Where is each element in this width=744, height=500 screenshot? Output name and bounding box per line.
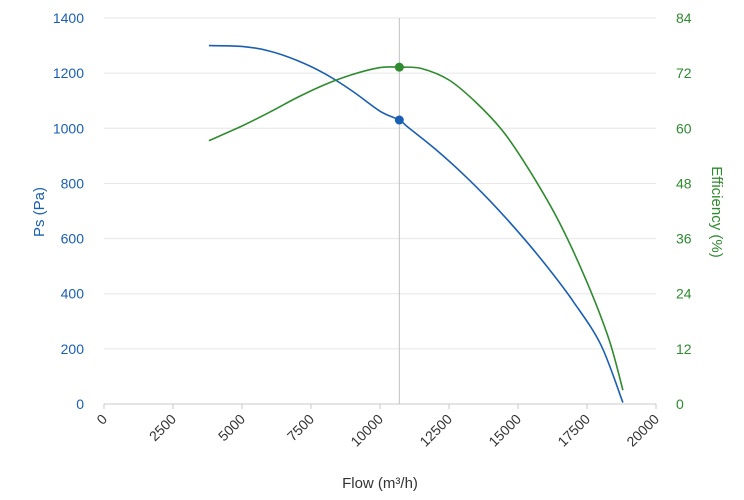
x-tick-label: 0 bbox=[93, 411, 110, 428]
left-axis-title: Ps (Pa) bbox=[31, 187, 48, 237]
right-tick-label: 60 bbox=[676, 120, 692, 136]
pressure-operating-point bbox=[394, 115, 404, 125]
x-tick-label: 7500 bbox=[284, 411, 317, 444]
right-axis-title: Efficiency (%) bbox=[708, 166, 725, 257]
left-tick-label: 800 bbox=[61, 175, 85, 191]
right-tick-label: 84 bbox=[676, 10, 692, 26]
x-axis-ticks: 0 2500 5000 7500 10000 12500 15000 17500 20000 bbox=[93, 411, 662, 450]
left-tick-label: 1000 bbox=[53, 120, 84, 136]
right-tick-label: 24 bbox=[676, 286, 692, 302]
x-tick-label: 20000 bbox=[623, 411, 662, 450]
x-tick-label: 17500 bbox=[554, 411, 593, 450]
right-tick-label: 48 bbox=[676, 175, 692, 191]
efficiency-operating-point bbox=[394, 62, 404, 72]
operating-point-markers bbox=[394, 62, 404, 125]
left-tick-label: 1200 bbox=[53, 65, 84, 81]
left-tick-label: 400 bbox=[61, 286, 85, 302]
x-tick-label: 15000 bbox=[485, 411, 524, 450]
left-axis-ticks: 0 200 400 600 800 1000 1200 1400 bbox=[53, 10, 84, 412]
x-tick-label: 10000 bbox=[347, 411, 386, 450]
x-tick-label: 5000 bbox=[215, 411, 248, 444]
right-tick-label: 36 bbox=[676, 231, 692, 247]
pressure-curve bbox=[208, 44, 624, 403]
left-tick-label: 600 bbox=[61, 231, 85, 247]
efficiency-curve bbox=[208, 66, 624, 391]
right-tick-label: 72 bbox=[676, 65, 692, 81]
left-tick-label: 200 bbox=[61, 341, 85, 357]
right-tick-label: 12 bbox=[676, 341, 692, 357]
plot-area bbox=[208, 44, 624, 403]
x-tick-label: 2500 bbox=[146, 411, 179, 444]
x-axis-title: Flow (m³/h) bbox=[342, 475, 418, 492]
x-tick-label: 12500 bbox=[416, 411, 455, 450]
left-tick-label: 0 bbox=[76, 396, 84, 412]
right-axis-ticks: 0 12 24 36 48 60 72 84 bbox=[676, 10, 692, 412]
gridlines bbox=[103, 17, 657, 409]
left-tick-label: 1400 bbox=[53, 10, 84, 26]
right-tick-label: 0 bbox=[676, 396, 684, 412]
